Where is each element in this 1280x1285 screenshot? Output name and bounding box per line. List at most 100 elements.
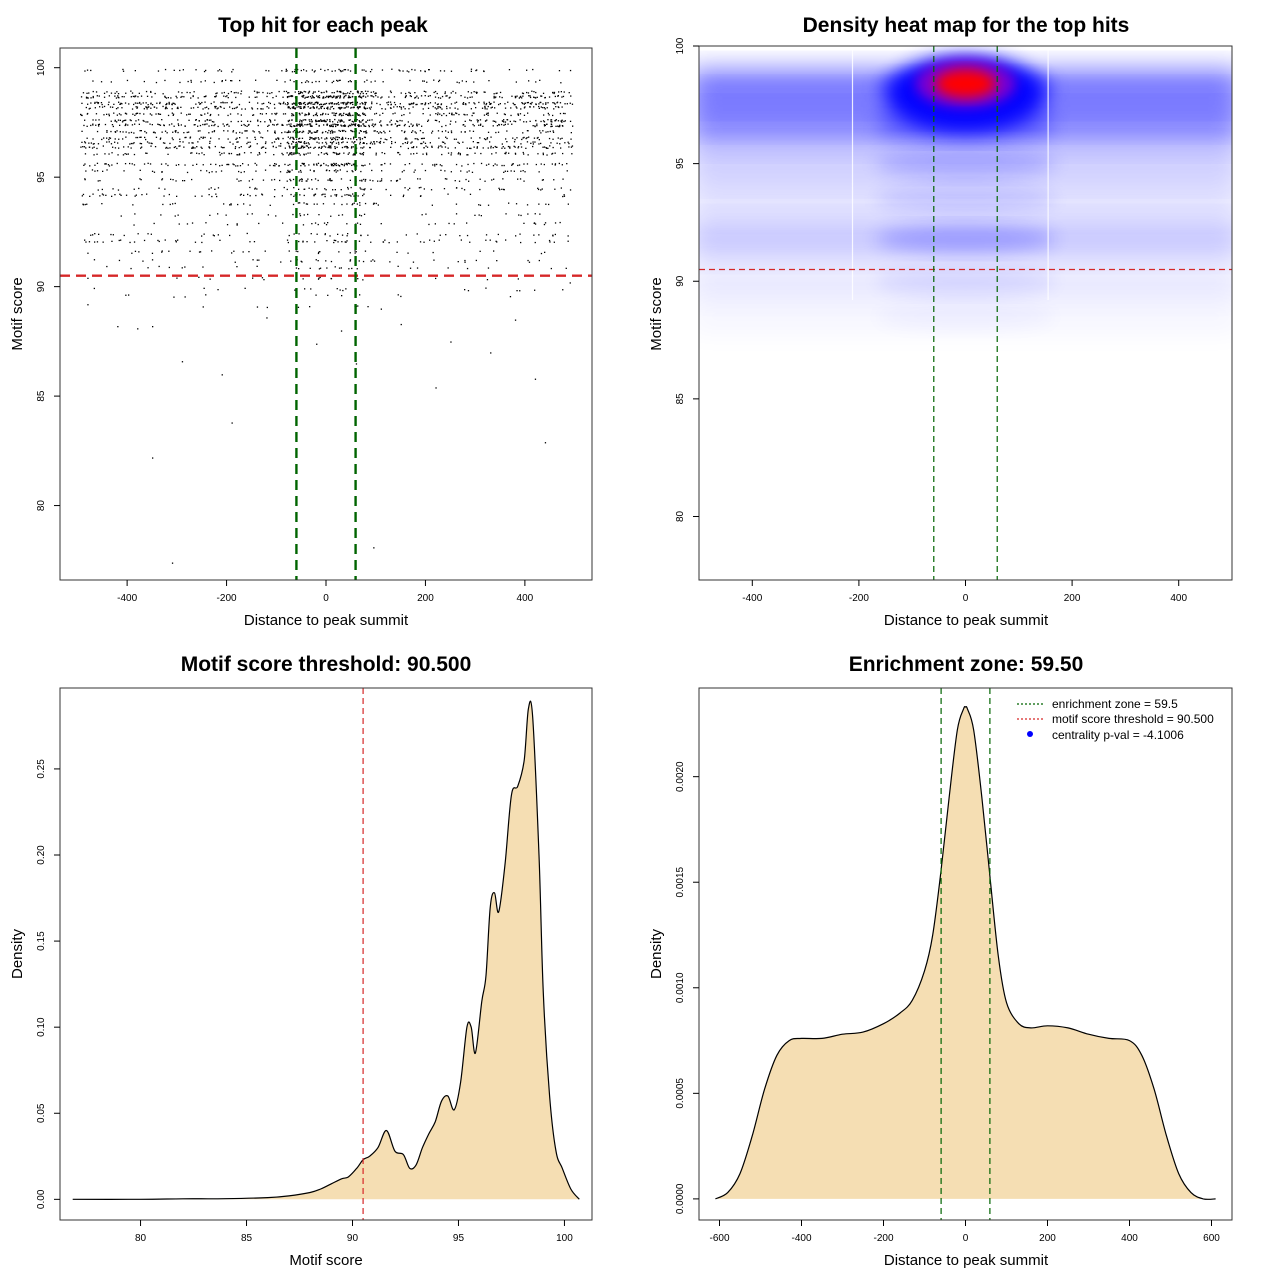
scatter-point xyxy=(262,179,265,181)
scatter-point xyxy=(299,137,301,139)
scatter-point xyxy=(359,106,361,108)
scatter-point xyxy=(92,143,94,145)
scatter-point xyxy=(233,107,236,110)
scatter-point xyxy=(436,92,438,95)
scatter-point xyxy=(483,103,485,105)
scatter-point xyxy=(400,295,402,298)
scatter-point xyxy=(384,108,387,110)
scatter-point xyxy=(538,234,540,236)
ytick-label: 0.15 xyxy=(36,931,47,951)
scatter-point xyxy=(120,215,122,217)
scatter-point xyxy=(413,102,415,104)
scatter-point xyxy=(319,276,321,279)
scatter-point xyxy=(154,146,157,148)
scatter-point xyxy=(450,152,453,154)
scatter-point xyxy=(96,95,98,97)
scatter-point xyxy=(340,125,343,127)
scatter-point xyxy=(317,154,320,156)
scatter-point xyxy=(273,103,276,106)
scatter-point xyxy=(525,137,527,140)
scatter-point xyxy=(401,130,403,132)
scatter-point xyxy=(309,146,312,148)
scatter-point xyxy=(327,107,329,109)
scatter-point xyxy=(360,188,362,190)
scatter-point xyxy=(290,136,292,139)
scatter-point xyxy=(307,96,309,98)
scatter-point xyxy=(97,143,100,145)
scatter-point xyxy=(515,81,517,83)
scatter-point xyxy=(275,146,277,149)
scatter-point xyxy=(557,120,560,122)
scatter-point xyxy=(236,106,238,108)
scatter-point xyxy=(147,104,149,106)
scatter-point xyxy=(304,106,306,109)
scatter-point xyxy=(298,124,300,126)
scatter-point xyxy=(159,101,161,104)
scatter-point xyxy=(331,102,333,104)
scatter-point xyxy=(125,119,127,121)
scatter-point xyxy=(274,130,276,132)
scatter-point xyxy=(379,114,381,116)
scatter-point xyxy=(209,147,211,149)
scatter-point xyxy=(274,119,276,121)
scatter-point xyxy=(209,140,211,143)
scatter-point xyxy=(396,251,398,253)
scatter-point xyxy=(204,101,206,103)
scatter-point xyxy=(334,70,336,72)
scatter-point xyxy=(180,96,182,98)
scatter-point xyxy=(260,108,262,110)
scatter-point xyxy=(487,267,490,269)
scatter-point xyxy=(470,147,472,150)
scatter-point xyxy=(316,343,318,345)
scatter-point xyxy=(422,132,424,134)
scatter-point xyxy=(334,118,336,121)
scatter-point xyxy=(361,138,364,140)
scatter-point xyxy=(552,114,554,117)
scatter-point xyxy=(409,103,411,106)
scatter-point xyxy=(337,153,339,155)
scatter-point xyxy=(216,195,218,198)
scatter-point xyxy=(338,165,341,167)
scatter-point xyxy=(221,92,223,94)
scatter-point xyxy=(236,141,238,143)
scatter-point xyxy=(523,103,525,105)
scatter-point xyxy=(369,119,371,121)
scatter-point xyxy=(465,80,467,83)
scatter-point xyxy=(439,106,441,108)
scatter-point xyxy=(323,145,325,147)
scatter-point xyxy=(379,131,381,133)
scatter-point xyxy=(340,70,342,72)
scatter-point xyxy=(518,214,520,216)
scatter-point xyxy=(298,147,300,149)
scatter-point xyxy=(272,123,274,126)
scatter-point xyxy=(433,91,435,94)
scatter-point xyxy=(299,130,301,133)
scatter-point xyxy=(331,81,333,84)
scatter-point xyxy=(365,93,368,95)
scatter-point xyxy=(318,138,320,140)
scatter-point xyxy=(438,137,440,139)
scatter-point xyxy=(358,124,360,126)
scatter-point xyxy=(311,101,313,104)
scatter-point xyxy=(84,142,87,144)
scatter-point xyxy=(312,106,314,108)
scatter-point xyxy=(348,124,351,126)
scatter-point xyxy=(369,142,372,145)
scatter-point xyxy=(294,91,296,93)
scatter-point xyxy=(93,259,96,261)
scatter-point xyxy=(261,103,263,105)
scatter-point xyxy=(124,163,127,165)
scatter-point xyxy=(181,95,183,98)
scatter-point xyxy=(301,162,303,165)
scatter-point xyxy=(303,106,305,108)
scatter-point xyxy=(202,306,204,308)
scatter-point xyxy=(334,164,336,166)
scatter-point xyxy=(445,136,447,138)
scatter-point xyxy=(361,179,363,181)
scatter-point xyxy=(322,103,325,106)
scatter-point xyxy=(470,92,473,94)
scatter-point xyxy=(198,153,200,155)
scatter-point xyxy=(526,204,529,206)
scatter-point xyxy=(301,123,303,126)
scatter-point xyxy=(120,239,122,241)
